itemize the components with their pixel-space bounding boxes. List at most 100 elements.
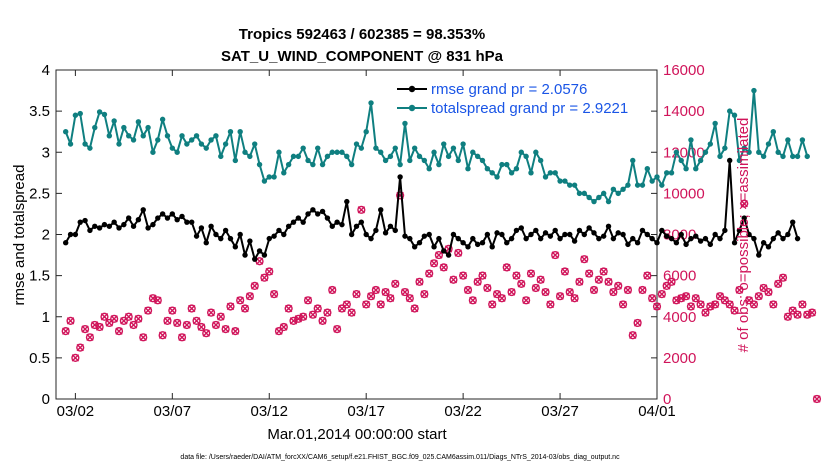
obs-assimilated-point [323, 308, 332, 317]
rmse-point [126, 215, 132, 221]
obs-assimilated-point [207, 308, 215, 317]
rmse-point [547, 233, 554, 239]
rmse-point [562, 231, 568, 238]
obs-assimilated-point [231, 327, 240, 335]
totalspread-point [780, 153, 786, 160]
obs-assimilated-point [386, 294, 395, 302]
obs-possible-point [333, 324, 342, 334]
rmse-point [208, 223, 214, 229]
rmse-point [193, 233, 200, 239]
rmse-point [174, 216, 180, 223]
rmse-point [780, 235, 786, 242]
rmse-point [445, 252, 452, 258]
obs-possible-point [541, 287, 550, 297]
obs-possible-point [323, 308, 332, 317]
obs-possible-point [759, 283, 768, 293]
obs-assimilated-point [813, 395, 821, 403]
obs-possible-point [66, 316, 75, 325]
obs-assimilated-point [590, 286, 598, 294]
obs-possible-point [585, 269, 594, 278]
totalspread-point [731, 112, 738, 118]
rmse-point [673, 240, 680, 246]
obs-assimilated-point [696, 300, 705, 309]
obs-possible-point [114, 327, 124, 336]
obs-possible-point [279, 322, 288, 332]
rmse-point [159, 211, 166, 217]
obs-possible-point [715, 292, 725, 301]
rmse-point [67, 231, 74, 238]
totalspread-point [571, 182, 578, 188]
left-tick-label: 3 [42, 144, 50, 161]
rmse-point [397, 174, 403, 180]
obs-assimilated-point [643, 271, 652, 280]
totalspread-point [683, 166, 689, 172]
totalspread-point [121, 124, 127, 131]
x-tick-label: 04/01 [638, 403, 676, 420]
obs-possible-point [396, 191, 405, 200]
rmse-point [358, 219, 365, 225]
right-tick-label: 10000 [663, 185, 705, 202]
totalspread-point [760, 153, 767, 160]
obs-possible-point [628, 331, 637, 340]
obs-assimilated-point [730, 306, 739, 315]
totalspread-point [460, 141, 466, 147]
totalspread-point [746, 149, 752, 155]
rmse-point [668, 235, 675, 242]
rmse-point [402, 233, 408, 239]
obs-assimilated-point [483, 284, 492, 292]
obs-assimilated-point [362, 300, 370, 309]
obs-assimilated-point [638, 286, 647, 294]
totalspread-point [256, 161, 263, 168]
x-tick-label: 03/22 [444, 403, 482, 420]
rmse-point [285, 223, 292, 229]
obs-possible-point [764, 287, 773, 297]
obs-possible-point [211, 320, 221, 330]
left-tick-label: 2 [42, 227, 50, 244]
totalspread-point [344, 153, 350, 160]
rmse-point [765, 244, 772, 250]
obs-possible-point [744, 296, 754, 305]
rmse-point [552, 227, 558, 234]
obs-possible-point [691, 294, 700, 303]
rmse-point [295, 215, 302, 221]
obs-assimilated-point [561, 267, 569, 276]
totalspread-point [630, 157, 636, 164]
rmse-point [82, 217, 88, 224]
totalspread-point [659, 182, 665, 188]
rmse-point [528, 231, 534, 238]
obs-assimilated-point [173, 319, 181, 327]
totalspread-point [474, 153, 481, 160]
rmse-point [150, 221, 156, 228]
totalspread-point [242, 149, 248, 155]
totalspread-point [116, 141, 122, 147]
obs-possible-point [492, 290, 502, 299]
rmse-point [479, 240, 486, 246]
rmse-point [305, 211, 311, 217]
series-rmse [62, 157, 801, 262]
rmse-point [659, 227, 665, 234]
rmse-point [232, 244, 239, 250]
obs-possible-point [735, 285, 744, 295]
obs-possible-point [270, 290, 279, 299]
rmse-point [382, 230, 389, 236]
totalspread-point [174, 149, 180, 155]
obs-assimilated-point [129, 321, 138, 329]
rmse-point [620, 231, 626, 238]
obs-possible-point [512, 271, 521, 280]
obs-possible-point [357, 205, 366, 214]
legend-rmse-label: rmse grand pr = 2.0576 [431, 81, 587, 98]
obs-assimilated-point [667, 278, 676, 286]
obs-possible-point [85, 333, 95, 342]
obs-assimilated-point [260, 273, 269, 282]
totalspread-point [135, 119, 142, 125]
rmse-point [504, 240, 510, 246]
totalspread-point [150, 149, 156, 155]
rmse-point [77, 219, 83, 225]
obs-assimilated-point [71, 354, 80, 362]
rmse-point [630, 235, 636, 242]
totalspread-point [392, 145, 398, 151]
obs-assimilated-point [779, 273, 787, 282]
obs-possible-point [497, 294, 507, 303]
legend-totalspread-label: totalspread grand pr = 2.9221 [431, 100, 628, 117]
rmse-point [227, 235, 234, 242]
